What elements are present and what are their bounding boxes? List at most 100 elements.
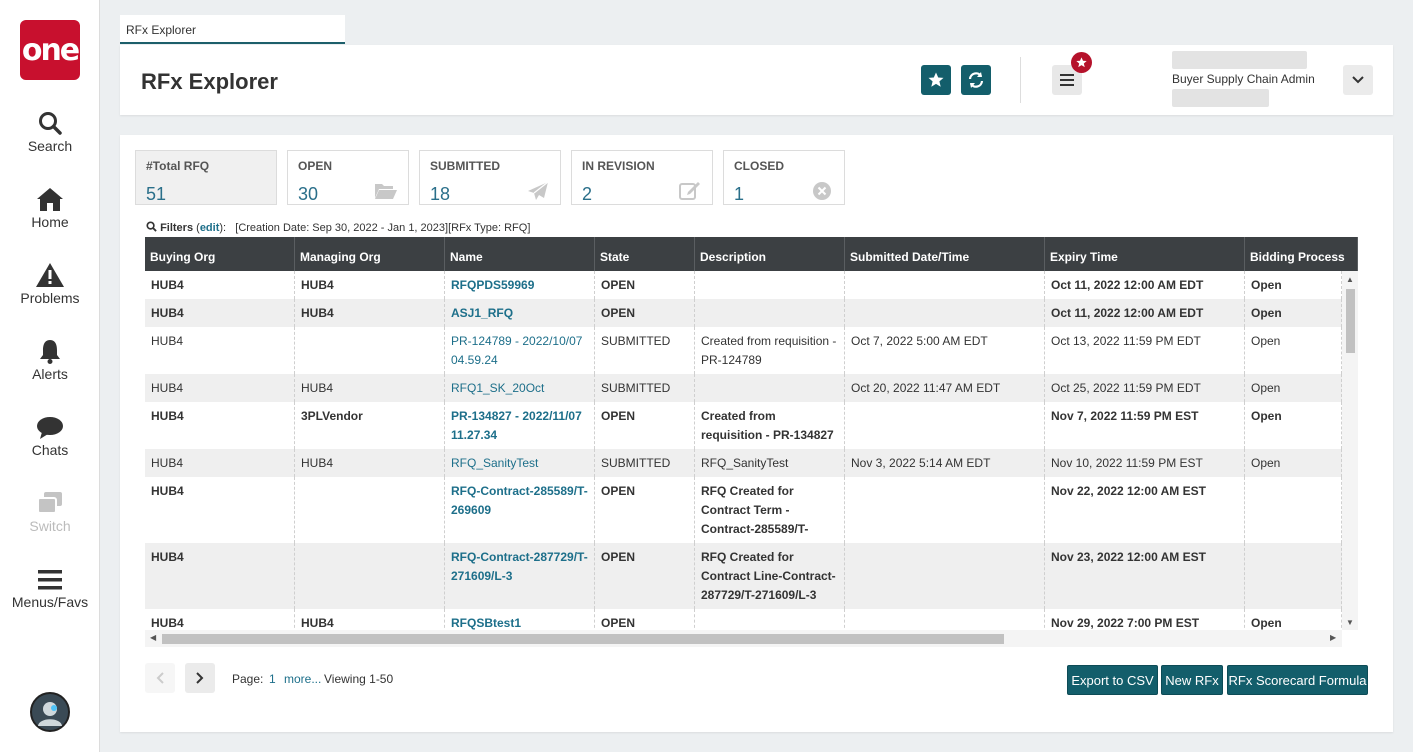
column-header[interactable]: Description — [695, 237, 845, 271]
user-name-redacted — [1172, 51, 1307, 69]
kpi-total-rfq[interactable]: #Total RFQ 51 — [135, 150, 277, 205]
table-row[interactable]: HUB4 3PLVendor PR-134827 - 2022/11/07 11.2… — [145, 402, 1342, 449]
nav-home[interactable]: Home — [0, 182, 100, 230]
table-row[interactable]: HUB4 HUB4 RFQ1_SK_20Oct SUBMITTED Oct 20, 20… — [145, 374, 1342, 402]
table-row[interactable]: HUB4 PR-124789 - 2022/10/07 04.59.24 SUBMI… — [145, 327, 1342, 374]
edit-icon — [678, 181, 702, 201]
kpi-open-label: OPEN — [298, 159, 333, 173]
user-menu-dropdown[interactable] — [1343, 65, 1373, 95]
refresh-button[interactable] — [961, 65, 991, 95]
table-cell: HUB4 — [295, 449, 445, 477]
user-avatar[interactable] — [30, 692, 70, 732]
rfx-name-link[interactable]: RFQSBtest1 — [445, 609, 595, 630]
column-header[interactable]: State — [595, 237, 695, 271]
filters-edit-link[interactable]: edit — [199, 222, 220, 234]
table-cell: RFQ Created for Contract Line-Contract-2… — [695, 543, 845, 609]
nav-switch[interactable]: Switch — [0, 486, 100, 534]
kpi-open-value: 30 — [298, 184, 319, 204]
rfx-name-link[interactable]: RFQ-Contract-287729/T-271609/L-3 — [445, 543, 595, 609]
rfx-name-link[interactable]: RFQ_SanityTest — [445, 449, 595, 477]
new-rfx-button[interactable]: New RFx — [1161, 665, 1223, 695]
table-cell: Oct 11, 2022 12:00 AM EDT — [1045, 271, 1245, 299]
rfx-name-link[interactable]: ASJ1_RFQ — [445, 299, 595, 327]
column-header[interactable]: Name — [445, 237, 595, 271]
badge-star-icon — [1076, 57, 1087, 68]
scroll-down-arrow[interactable]: ▼ — [1346, 618, 1354, 627]
table-row[interactable]: HUB4 RFQ-Contract-287729/T-271609/L-3 OPEN… — [145, 543, 1342, 609]
page-number[interactable]: 1 — [269, 672, 276, 686]
kpi-closed-value: 1 — [734, 184, 745, 204]
filters-bar: Filters (edit): [Creation Date: Sep 30, … — [146, 221, 530, 234]
chat-icon — [0, 410, 100, 440]
table-cell: Nov 22, 2022 12:00 AM EST — [1045, 477, 1245, 543]
table-cell: RFQ Created for Contract Term -Contract-… — [695, 477, 845, 543]
nav-menus-favs[interactable]: Menus/Favs — [0, 562, 100, 610]
rfx-name-link[interactable]: PR-124789 - 2022/10/07 04.59.24 — [445, 327, 595, 374]
table-cell: Created from requisition - PR-124789 — [695, 327, 845, 374]
scroll-up-arrow[interactable]: ▲ — [1346, 275, 1354, 284]
table-row[interactable]: HUB4 HUB4 ASJ1_RFQ OPEN Oct 11, 2022 12:00 A… — [145, 299, 1342, 327]
table-cell: Open — [1245, 374, 1342, 402]
prev-page-button[interactable] — [145, 663, 175, 693]
table-cell — [295, 543, 445, 609]
table-cell: HUB4 — [295, 609, 445, 630]
column-header[interactable]: Managing Org — [295, 237, 445, 271]
nav-menus-favs-label: Menus/Favs — [11, 594, 89, 610]
vertical-scroll-thumb[interactable] — [1346, 289, 1355, 353]
scorecard-formula-button[interactable]: RFx Scorecard Formula — [1227, 665, 1368, 695]
horizontal-scrollbar[interactable]: ◀ ▶ — [145, 630, 1342, 647]
table-cell: Nov 10, 2022 11:59 PM EST — [1045, 449, 1245, 477]
vertical-scrollbar[interactable]: ▲ ▼ — [1342, 271, 1358, 630]
tab-rfx-explorer[interactable]: RFx Explorer — [120, 15, 345, 44]
column-header[interactable]: Submitted Date/Time — [845, 237, 1045, 271]
favorite-button[interactable] — [921, 65, 951, 95]
kpi-closed[interactable]: CLOSED 1 — [723, 150, 845, 205]
rfx-name-link[interactable]: RFQ-Contract-285589/T-269609 — [445, 477, 595, 543]
folder-open-icon — [374, 181, 398, 201]
table-cell: HUB4 — [145, 299, 295, 327]
more-pages-link[interactable]: more... — [284, 672, 322, 686]
chevron-right-icon — [196, 672, 204, 684]
export-csv-button[interactable]: Export to CSV — [1067, 665, 1158, 695]
next-page-button[interactable] — [185, 663, 215, 693]
chevron-down-icon — [1352, 76, 1364, 84]
kpi-submitted[interactable]: SUBMITTED 18 — [419, 150, 561, 205]
scroll-left-arrow[interactable]: ◀ — [150, 633, 157, 642]
user-avatar-icon — [38, 702, 62, 726]
kpi-in-revision[interactable]: IN REVISION 2 — [571, 150, 713, 205]
column-header[interactable]: Expiry Time — [1045, 237, 1245, 271]
column-header[interactable]: Bidding Process — [1245, 237, 1358, 271]
nav-alerts[interactable]: Alerts — [0, 334, 100, 382]
one-logo[interactable]: one — [20, 20, 80, 80]
nav-search[interactable]: Search — [0, 106, 100, 154]
table-cell: HUB4 — [295, 271, 445, 299]
kpi-open[interactable]: OPEN 30 — [287, 150, 409, 205]
nav-chats-label: Chats — [31, 442, 69, 458]
nav-problems[interactable]: Problems — [0, 258, 100, 306]
table-row[interactable]: HUB4 HUB4 RFQPDS59969 OPEN Oct 11, 2022 12:0… — [145, 271, 1342, 299]
table-cell: SUBMITTED — [595, 374, 695, 402]
table-row[interactable]: HUB4 RFQ-Contract-285589/T-269609 OPEN RFQ … — [145, 477, 1342, 543]
horizontal-scroll-thumb[interactable] — [162, 634, 1004, 644]
table-cell: Oct 25, 2022 11:59 PM EDT — [1045, 374, 1245, 402]
user-role: Buyer Supply Chain Admin — [1172, 72, 1315, 86]
kpi-revision-label: IN REVISION — [582, 159, 655, 173]
nav-chats[interactable]: Chats — [0, 410, 100, 458]
table-cell: OPEN — [595, 477, 695, 543]
table-cell: SUBMITTED — [595, 327, 695, 374]
table-cell: Open — [1245, 327, 1342, 374]
rfx-name-link[interactable]: RFQPDS59969 — [445, 271, 595, 299]
table-cell — [845, 402, 1045, 449]
table-row[interactable]: HUB4 HUB4 RFQ_SanityTest SUBMITTED RFQ_Sanit… — [145, 449, 1342, 477]
rfx-name-link[interactable]: PR-134827 - 2022/11/07 11.27.34 — [445, 402, 595, 449]
user-org-redacted — [1172, 89, 1269, 107]
rfx-name-link[interactable]: RFQ1_SK_20Oct — [445, 374, 595, 402]
table-row[interactable]: HUB4 HUB4 RFQSBtest1 OPEN Nov 29, 2022 7:00 … — [145, 609, 1342, 630]
table-cell: HUB4 — [295, 299, 445, 327]
filters-text: [Creation Date: Sep 30, 2022 - Jan 1, 20… — [235, 222, 531, 234]
nav-problems-label: Problems — [20, 290, 80, 306]
column-header[interactable]: Buying Org — [145, 237, 295, 271]
scroll-right-arrow[interactable]: ▶ — [1330, 633, 1337, 642]
page-header: RFx Explorer Buyer Supply Chain Admin — [120, 45, 1393, 115]
favorites-badge[interactable] — [1071, 52, 1092, 73]
